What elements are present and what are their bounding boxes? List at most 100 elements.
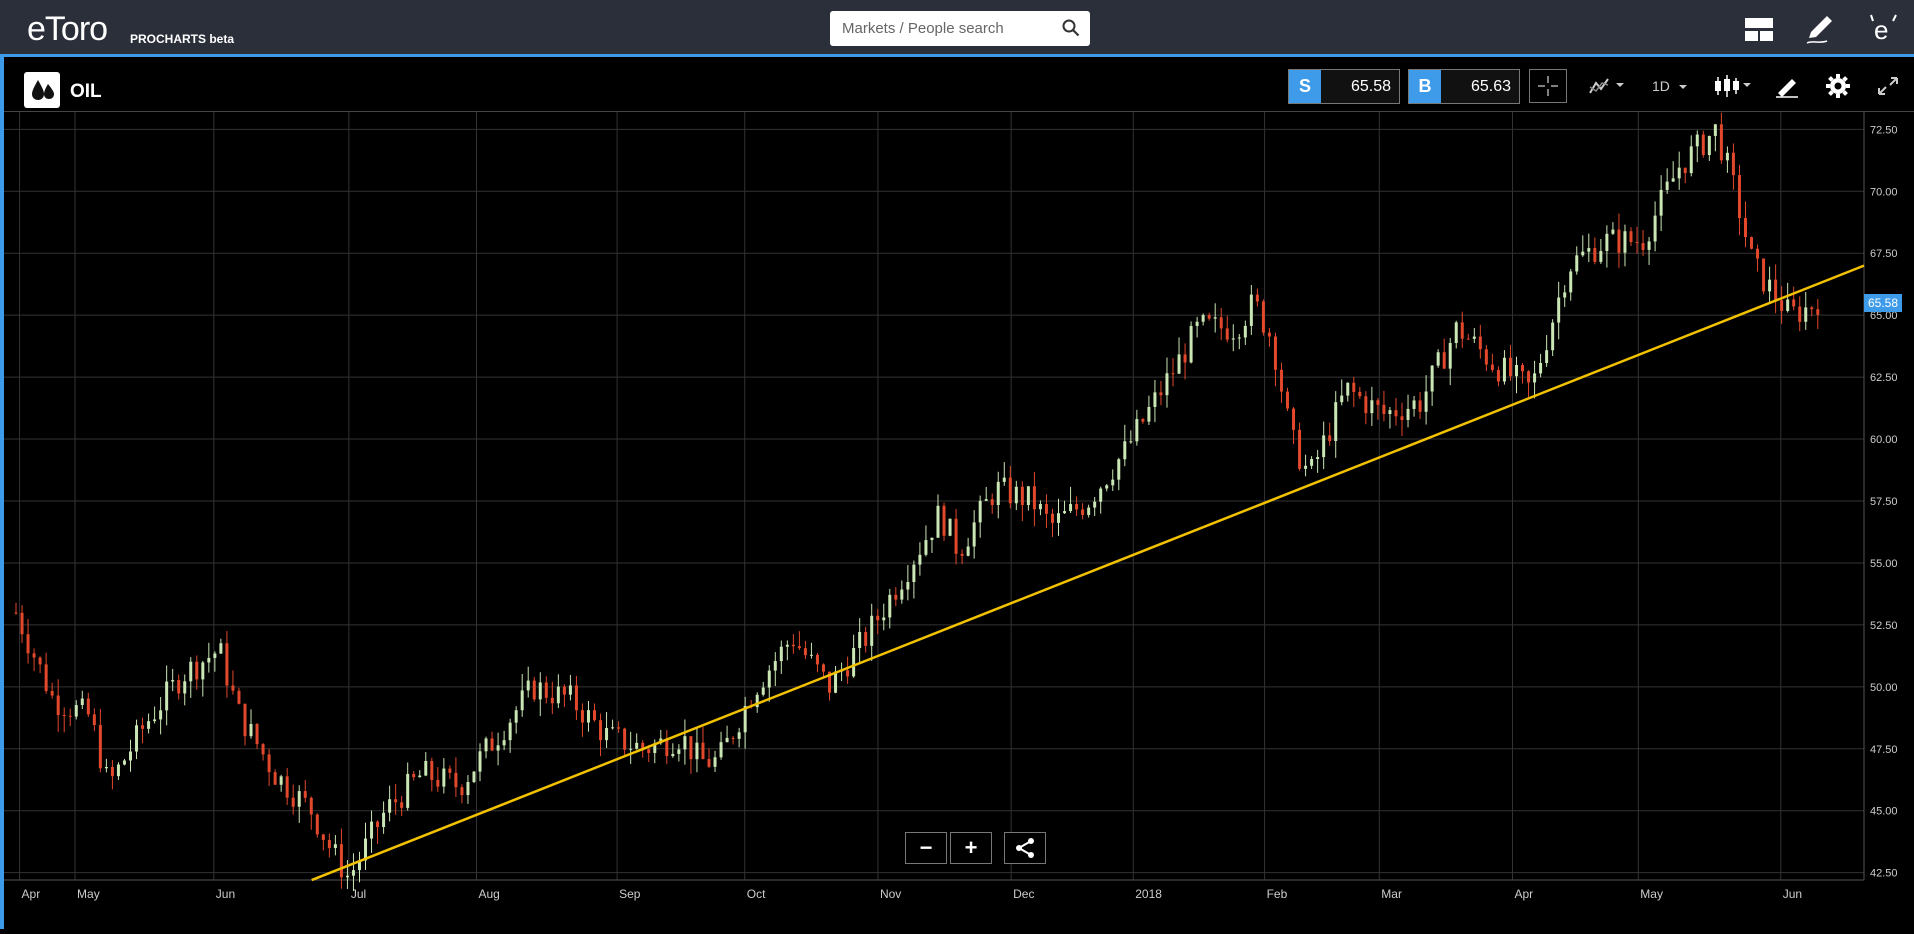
candle-body [1695,134,1699,147]
candle-body [1020,486,1024,506]
candle-body [1750,237,1754,249]
candle-body [20,612,24,635]
y-tick-label: 47.50 [1870,744,1898,756]
candle-body [1177,354,1181,374]
candle-body [496,745,500,751]
instrument-name[interactable]: OIL [70,81,102,102]
candle-body [44,664,48,692]
candle-body [98,725,102,769]
candle-body [1219,317,1223,329]
candle-body [26,634,30,654]
candle-body [828,671,832,693]
share-button[interactable] [1004,832,1046,864]
candlestick-type-icon [1715,75,1751,97]
candle-body [1460,322,1464,339]
sell-button[interactable]: S 65.58 [1288,69,1400,104]
y-tick-label: 67.50 [1870,248,1898,260]
candle-body [231,685,235,691]
candle-body [1448,342,1452,369]
price-chart[interactable]: Apr May Jun Jul Aug Sep Oct Nov Dec 2018 Feb Mar Apr… [4,112,1914,929]
candle-body [1340,395,1344,403]
candle-body [418,775,422,778]
candle-body [1490,364,1494,370]
candle-body [1075,504,1079,510]
candle-body [924,540,928,555]
settings-button[interactable] [1820,69,1856,103]
candle-body [960,553,964,556]
candle-body [1358,391,1362,397]
procharts-beta-label: PROCHARTS beta [130,32,235,46]
candle-body [213,653,217,658]
chevron-down-icon [1678,85,1687,89]
candle-body [1038,504,1042,510]
candle-body [1575,255,1579,272]
candle-body [996,481,1000,505]
candle-body [1273,336,1277,370]
candle-body [1189,325,1193,363]
search-icon[interactable] [1062,19,1080,37]
left-accent-edge [0,57,4,929]
share-icon [1016,838,1034,858]
y-tick-label: 57.50 [1870,496,1898,508]
candle-body [454,772,458,788]
candle-body [1623,231,1627,253]
candle-body [1725,152,1729,161]
edit-icon[interactable] [1803,12,1837,46]
candle-body [574,685,578,711]
candle-body [1044,504,1048,514]
x-tick-label: Sep [619,887,641,901]
candle-body [1442,352,1446,369]
price-chart-area[interactable]: Apr May Jun Jul Aug Sep Oct Nov Dec 2018 Feb Mar Apr… [4,112,1914,929]
candle-body [1069,504,1073,512]
candle-body [1267,332,1271,337]
candle-body [1816,309,1820,315]
candle-body [1418,400,1422,412]
candle-body [605,728,609,741]
etoro-logo[interactable]: eToro [27,10,108,48]
buy-button[interactable]: B 65.63 [1408,69,1520,104]
markets-people-search-input[interactable] [830,11,1090,46]
y-tick-label: 62.50 [1870,372,1898,384]
candle-body [1261,301,1265,333]
candle-body [442,768,446,787]
crosshair-button[interactable] [1529,69,1567,103]
candle-body [677,749,681,754]
candle-body [1508,357,1512,377]
candle-body [285,776,289,798]
candle-body [599,720,603,741]
candle-body [370,821,374,839]
candle-body [1008,477,1012,504]
x-tick-label: 2018 [1135,887,1162,901]
candle-body [683,736,687,750]
timeframe-selector[interactable]: 1D [1652,69,1692,103]
candle-body [1466,338,1470,340]
zoom-in-button[interactable]: + [950,832,992,864]
candle-body [1255,294,1259,302]
chart-type-button[interactable] [1710,69,1756,103]
candle-body [339,844,343,878]
candle-body [882,617,886,621]
candle-body [1617,229,1621,253]
candle-body [351,870,355,876]
top-nav-bar: eToro PROCHARTS beta e [0,0,1914,57]
candle-body [1310,459,1314,466]
candle-body [327,839,331,849]
candle-body [1514,365,1518,377]
candle-body [315,814,319,835]
x-tick-label: Jul [351,887,366,901]
candle-body [135,725,139,752]
fullscreen-button[interactable] [1870,69,1906,103]
candle-body [1352,382,1356,392]
zoom-out-button[interactable]: − [905,832,947,864]
candle-body [62,715,66,717]
etoro-home-icon[interactable]: e [1867,12,1901,46]
candle-body [147,721,151,729]
candle-body [14,612,18,614]
indicators-button[interactable] [1586,69,1632,103]
layout-icon[interactable] [1742,12,1776,46]
candle-body [321,834,325,840]
candle-body [1756,248,1760,259]
candle-body [1786,299,1790,311]
drawing-tools-button[interactable] [1770,69,1806,103]
y-tick-label: 55.00 [1870,558,1898,570]
